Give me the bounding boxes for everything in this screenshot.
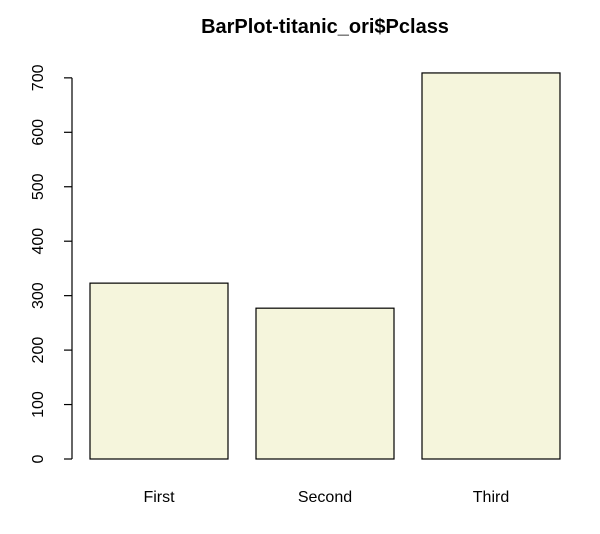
y-tick-label: 100 — [30, 391, 47, 418]
y-tick-label: 400 — [30, 228, 47, 255]
y-axis: 0 100 200 300 400 500 600 700 — [30, 64, 73, 463]
y-tick-label: 0 — [30, 454, 47, 463]
x-tick-label-third: Third — [473, 489, 509, 506]
y-tick-label: 600 — [30, 119, 47, 146]
x-tick-label-second: Second — [298, 489, 352, 506]
x-axis-labels: First Second Third — [143, 489, 509, 506]
y-tick-label: 700 — [30, 64, 47, 91]
bar-second — [255, 307, 395, 460]
bar-first — [89, 282, 229, 460]
x-tick-label-first: First — [143, 489, 175, 506]
bar-third — [421, 72, 561, 460]
bars-group — [89, 72, 561, 460]
y-tick-label: 500 — [30, 173, 47, 200]
y-tick-label: 200 — [30, 337, 47, 364]
chart-title: BarPlot-titanic_ori$Pclass — [201, 16, 449, 38]
y-tick-label: 300 — [30, 282, 47, 309]
